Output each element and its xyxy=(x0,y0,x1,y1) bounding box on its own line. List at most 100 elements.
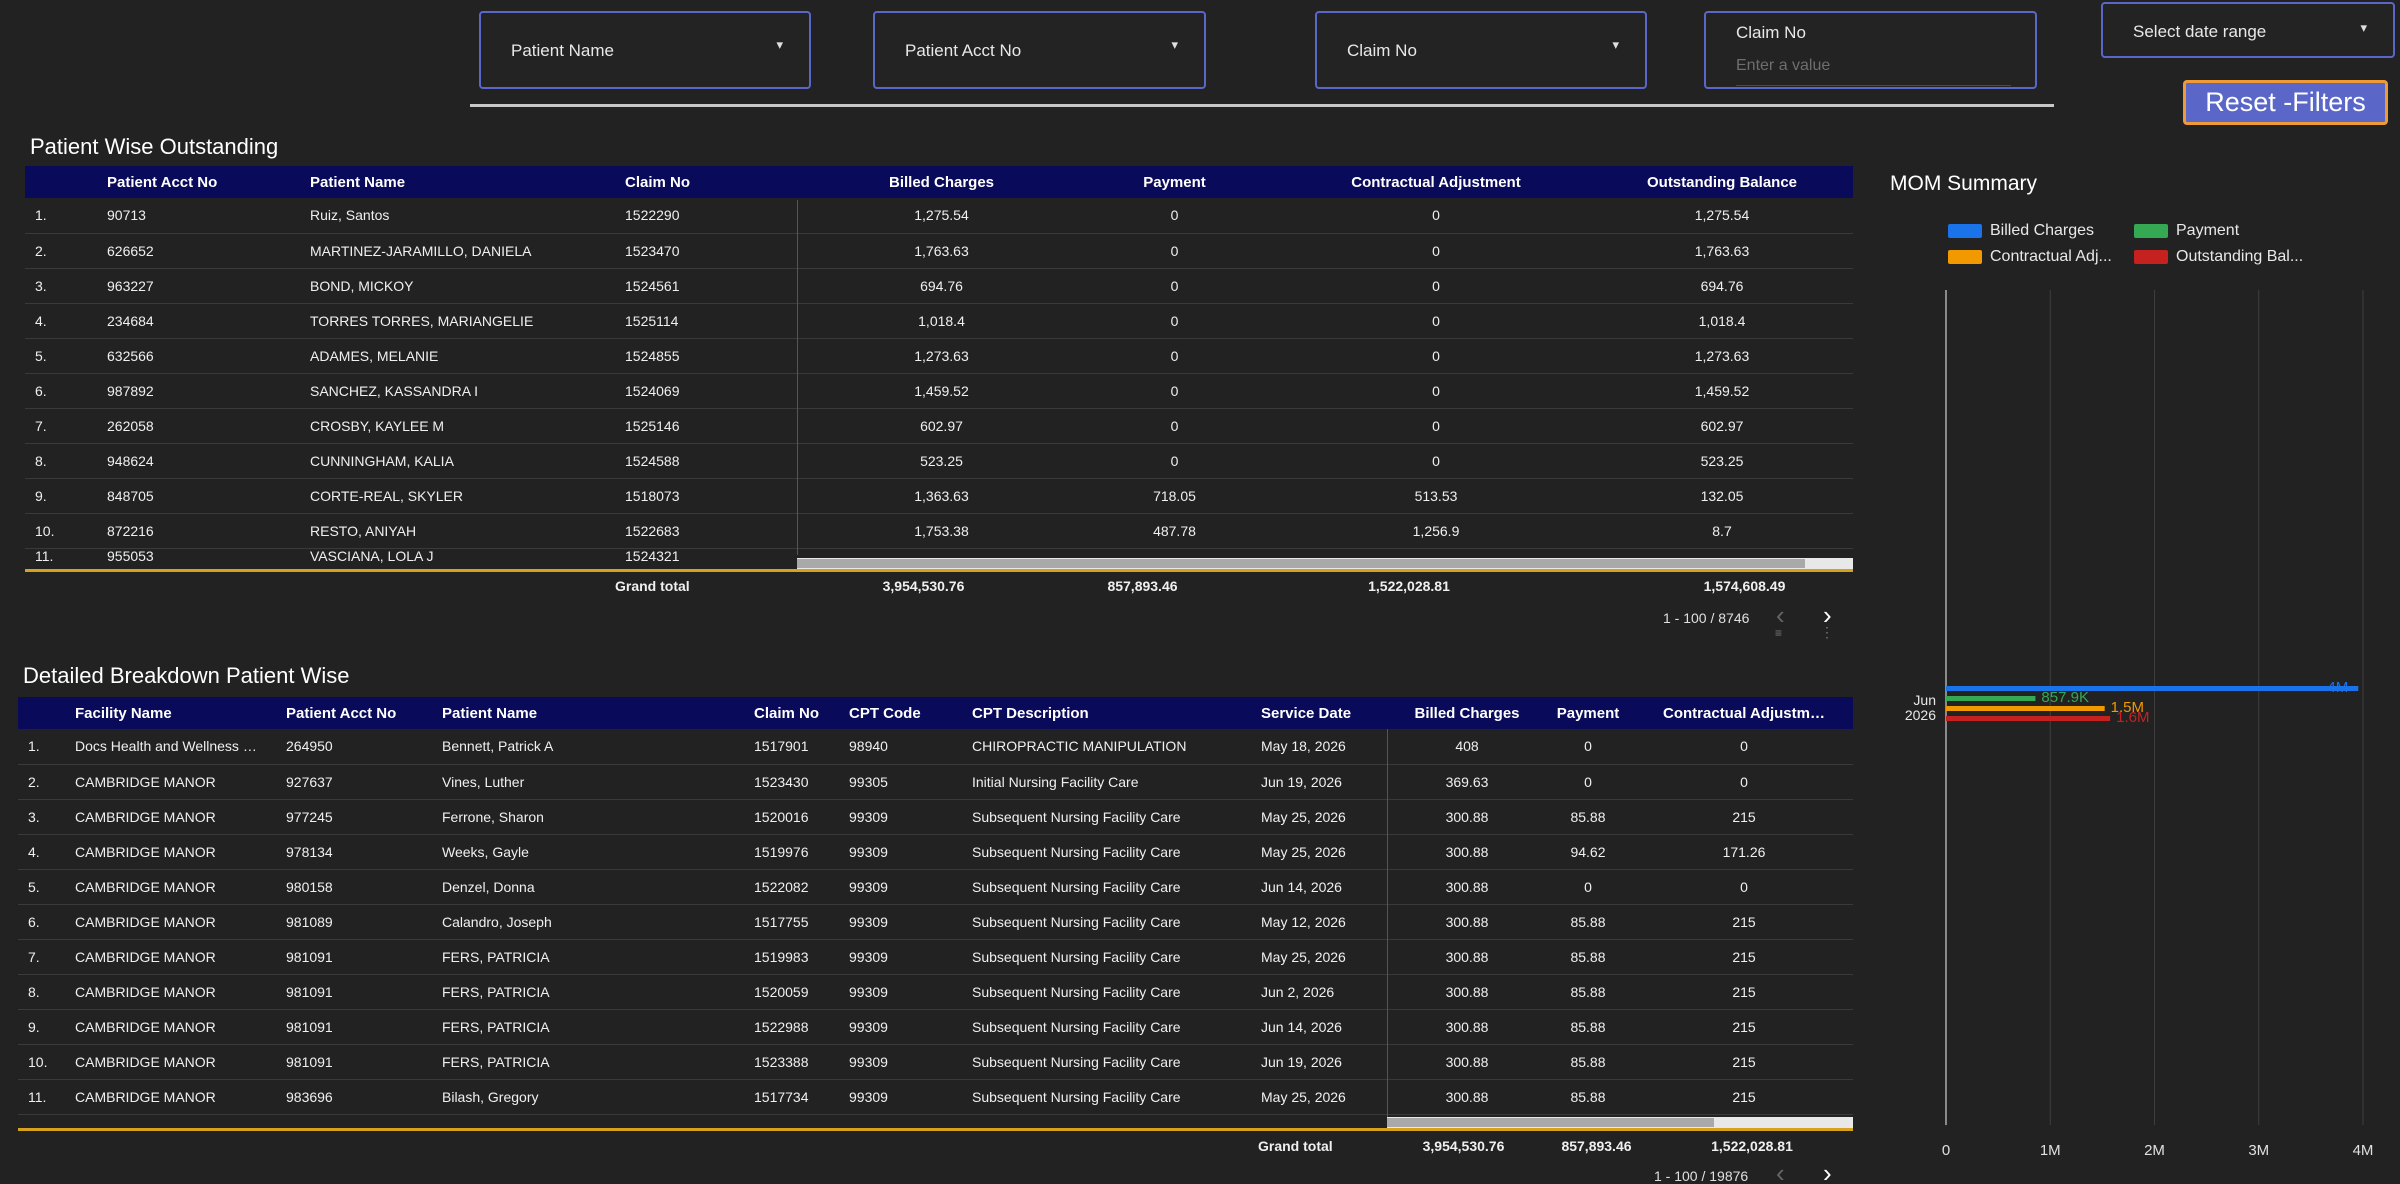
table-cell: 1517901 xyxy=(724,729,839,765)
table-row[interactable]: 1. Docs Health and Wellness … 264950 Bennet… xyxy=(18,729,1853,765)
column-header[interactable]: Payment xyxy=(1068,166,1281,198)
table-cell: Jun 19, 2026 xyxy=(1251,764,1393,800)
table-row[interactable]: 8. 948624 CUNNINGHAM, KALIA 1524588 523.25 0 0… xyxy=(25,443,1853,479)
scrollbar-thumb[interactable] xyxy=(1387,1118,1714,1127)
table-cell: 948624 xyxy=(97,443,300,479)
table-cell: CAMBRIDGE MANOR xyxy=(65,869,276,905)
column-header[interactable]: Billed Charges xyxy=(815,166,1068,198)
column-header[interactable]: Contractual Adjustment xyxy=(1281,166,1591,198)
column-header[interactable]: Billed Charges xyxy=(1393,697,1541,729)
column-header[interactable]: Claim No xyxy=(724,697,839,729)
table-row[interactable]: 7. CAMBRIDGE MANOR 981091 FERS, PATRICIA 151… xyxy=(18,939,1853,975)
previous-page-icon[interactable]: ‹ xyxy=(1776,1158,1785,1184)
table-row[interactable]: 7. 262058 CROSBY, KAYLEE M 1525146 602.97 0 0 6… xyxy=(25,408,1853,444)
table-cell: May 25, 2026 xyxy=(1251,799,1393,835)
claim-no-filter[interactable]: Claim No ▾ xyxy=(1315,11,1647,89)
column-header[interactable]: Claim No xyxy=(615,166,815,198)
horizontal-scrollbar[interactable] xyxy=(797,558,1853,569)
dropdown-arrow-icon: ▾ xyxy=(1171,37,1178,52)
column-header[interactable]: Patient Name xyxy=(432,697,724,729)
dropdown-arrow-icon: ▾ xyxy=(776,37,783,52)
table-cell: 300.88 xyxy=(1393,1079,1541,1115)
table-cell: 1,753.38 xyxy=(815,513,1068,549)
table-cell: CHIROPRACTIC MANIPULATION xyxy=(962,729,1251,765)
next-page-icon[interactable]: › xyxy=(1823,600,1832,630)
column-header[interactable]: CPT Code xyxy=(839,697,962,729)
reset-filters-button[interactable]: Reset -Filters xyxy=(2183,80,2388,125)
legend-swatch xyxy=(2134,223,2168,238)
table-cell: Docs Health and Wellness … xyxy=(65,729,276,765)
table-row[interactable]: 8. CAMBRIDGE MANOR 981091 FERS, PATRICIA 152… xyxy=(18,974,1853,1010)
table-cell: 215 xyxy=(1635,1079,1853,1115)
legend-swatch xyxy=(1948,223,1982,238)
legend-item-payment[interactable]: Payment xyxy=(2134,222,2239,240)
column-header[interactable]: Patient Name xyxy=(300,166,615,198)
horizontal-scrollbar[interactable] xyxy=(1387,1117,1853,1128)
column-header[interactable]: Payment xyxy=(1541,697,1635,729)
table-row[interactable]: 5. 632566 ADAMES, MELANIE 1524855 1,273.63 0 0… xyxy=(25,338,1853,374)
dropdown-arrow-icon: ▾ xyxy=(2360,20,2367,35)
column-header[interactable]: Patient Acct No xyxy=(276,697,432,729)
previous-page-icon[interactable]: ‹ xyxy=(1776,600,1785,630)
pagination-info: 1 - 100 / 8746 xyxy=(1663,610,1750,626)
legend-item-billed[interactable]: Billed Charges xyxy=(1948,222,2094,240)
table-row[interactable]: 9. CAMBRIDGE MANOR 981091 FERS, PATRICIA 152… xyxy=(18,1009,1853,1045)
table-cell: 85.88 xyxy=(1541,974,1635,1010)
table-row[interactable]: 9. 848705 CORTE-REAL, SKYLER 1518073 1,363.6… xyxy=(25,478,1853,514)
data-label: 1.6M xyxy=(2116,709,2149,726)
table-row[interactable]: 10. CAMBRIDGE MANOR 981091 FERS, PATRICIA 15… xyxy=(18,1044,1853,1080)
table-cell: 85.88 xyxy=(1541,1044,1635,1080)
table-row[interactable]: 4. 234684 TORRES TORRES, MARIANGELIE 152511… xyxy=(25,303,1853,339)
table-row[interactable]: 3. CAMBRIDGE MANOR 977245 Ferrone, Sharon 15… xyxy=(18,799,1853,835)
column-header[interactable]: CPT Description xyxy=(962,697,1251,729)
column-header[interactable]: Patient Acct No xyxy=(97,166,300,198)
table-row[interactable]: 3. 963227 BOND, MICKOY 1524561 694.76 0 0 694.7… xyxy=(25,268,1853,304)
column-header[interactable]: Facility Name xyxy=(65,697,276,729)
table-row[interactable]: 2. 626652 MARTINEZ-JARAMILLO, DANIELA 15234… xyxy=(25,233,1853,269)
input-underline xyxy=(1736,85,2011,86)
date-range-filter[interactable]: Select date range ▾ xyxy=(2101,2,2395,58)
table-cell: 0 xyxy=(1541,729,1635,765)
y-category-label: 2026 xyxy=(1905,707,1936,723)
table-cell: 94.62 xyxy=(1541,834,1635,870)
sort-lines-icon[interactable]: ≡ xyxy=(1775,626,1783,640)
column-header[interactable]: Service Date xyxy=(1251,697,1393,729)
column-header[interactable]: Contractual Adjustm… xyxy=(1635,697,1853,729)
legend-item-contractual[interactable]: Contractual Adj... xyxy=(1948,248,2112,266)
table-cell: 300.88 xyxy=(1393,1009,1541,1045)
table-row[interactable]: 1. 90713 Ruiz, Santos 1522290 1,275.54 0 0 1,27… xyxy=(25,198,1853,234)
legend-item-outstanding[interactable]: Outstanding Bal... xyxy=(2134,248,2303,266)
table-cell: 99309 xyxy=(839,799,962,835)
table-cell: 694.76 xyxy=(815,268,1068,304)
table-row[interactable]: 6. 987892 SANCHEZ, KASSANDRA I 1524069 1,459… xyxy=(25,373,1853,409)
table-cell: FERS, PATRICIA xyxy=(432,1044,724,1080)
table-row[interactable]: 10. 872216 RESTO, ANIYAH 1522683 1,753.38 487… xyxy=(25,513,1853,549)
row-number: 5. xyxy=(18,869,65,905)
table-cell: 300.88 xyxy=(1393,974,1541,1010)
table-row[interactable]: 5. CAMBRIDGE MANOR 980158 Denzel, Donna 1522… xyxy=(18,869,1853,905)
table-cell: RESTO, ANIYAH xyxy=(300,513,615,549)
table-cell: 523.25 xyxy=(1591,443,1853,479)
column-header[interactable]: Outstanding Balance xyxy=(1591,166,1853,198)
table-cell: 0 xyxy=(1541,869,1635,905)
table-cell: 1,018.4 xyxy=(815,303,1068,339)
table-cell: 1522683 xyxy=(615,513,815,549)
table-cell: Subsequent Nursing Facility Care xyxy=(962,1044,1251,1080)
more-options-icon[interactable]: ⋮ xyxy=(1820,624,1834,640)
row-number: 5. xyxy=(25,338,97,374)
legend-label: Payment xyxy=(2176,222,2240,239)
next-page-icon[interactable]: › xyxy=(1823,1158,1832,1184)
table-row[interactable]: 11. CAMBRIDGE MANOR 983696 Bilash, Gregory 1… xyxy=(18,1079,1853,1115)
scrollbar-thumb[interactable] xyxy=(797,559,1805,568)
table-row[interactable]: 6. CAMBRIDGE MANOR 981089 Calandro, Joseph 1… xyxy=(18,904,1853,940)
table-row[interactable]: 2. CAMBRIDGE MANOR 927637 Vines, Luther 1523… xyxy=(18,764,1853,800)
table-cell: 0 xyxy=(1281,198,1591,234)
claim-no-value-input[interactable]: Enter a value xyxy=(1736,57,1831,74)
table-cell: 1522082 xyxy=(724,869,839,905)
patient-acct-filter[interactable]: Patient Acct No ▾ xyxy=(873,11,1206,89)
patient-name-filter[interactable]: Patient Name ▾ xyxy=(479,11,811,89)
table-row[interactable]: 4. CAMBRIDGE MANOR 978134 Weeks, Gayle 15199… xyxy=(18,834,1853,870)
row-number: 7. xyxy=(25,408,97,444)
table-cell: 1,018.4 xyxy=(1591,303,1853,339)
table-cell: FERS, PATRICIA xyxy=(432,1009,724,1045)
